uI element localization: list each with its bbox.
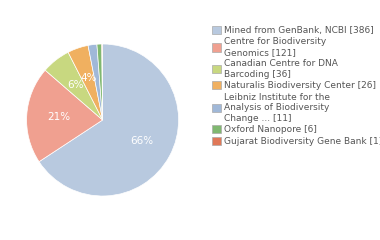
Wedge shape bbox=[45, 52, 103, 120]
Text: 6%: 6% bbox=[67, 80, 84, 90]
Text: 4%: 4% bbox=[80, 73, 97, 83]
Text: 21%: 21% bbox=[47, 112, 70, 122]
Wedge shape bbox=[27, 70, 103, 162]
Wedge shape bbox=[68, 45, 103, 120]
Wedge shape bbox=[102, 44, 103, 120]
Wedge shape bbox=[97, 44, 103, 120]
Legend: Mined from GenBank, NCBI [386], Centre for Biodiversity
Genomics [121], Canadian: Mined from GenBank, NCBI [386], Centre f… bbox=[212, 26, 380, 146]
Wedge shape bbox=[39, 44, 179, 196]
Wedge shape bbox=[88, 44, 103, 120]
Text: 66%: 66% bbox=[130, 136, 153, 146]
